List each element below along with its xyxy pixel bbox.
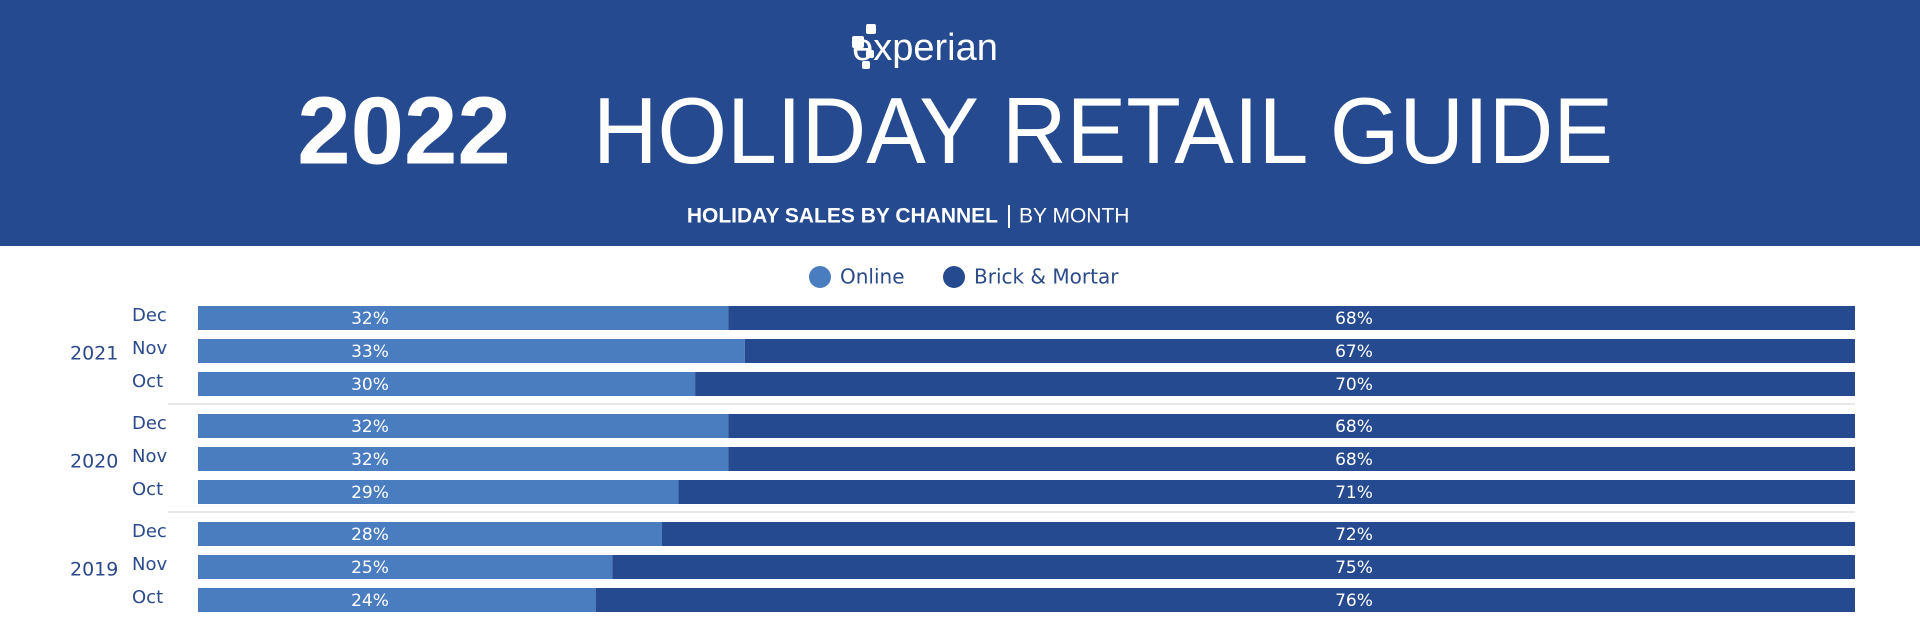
header-band [0,0,1920,246]
bar-segment [728,414,1855,438]
bar-segment [728,306,1855,330]
bar-segment [744,339,1855,363]
value-label: 32% [351,309,389,329]
category-label: Oct [132,587,163,608]
subtitle: HOLIDAY SALES BY CHANNEL [687,205,998,228]
group-label: 2019 [70,559,118,581]
category-label: Dec [132,521,167,542]
bar-segment [198,480,679,504]
bar-segment [695,372,1855,396]
value-label: 70% [1335,375,1373,395]
value-label: 68% [1335,450,1373,470]
value-label: 30% [351,375,389,395]
value-label: 68% [1335,417,1373,437]
category-label: Nov [132,446,167,467]
group-label: 2021 [70,343,118,365]
logo-dots [852,24,876,69]
logo: experian [852,27,998,69]
value-label: 32% [351,450,389,470]
value-label: 32% [351,417,389,437]
category-label: Dec [132,305,167,326]
bar-segment [678,480,1855,504]
bar-segment [198,339,745,363]
bar-segment [198,372,696,396]
subtitle-detail: BY MONTH [1019,205,1129,228]
value-label: 67% [1335,342,1373,362]
value-label: 68% [1335,309,1373,329]
bar-segment [595,588,1856,612]
bar-segment [198,414,729,438]
legend-label: Online [840,265,905,289]
category-label: Oct [132,371,163,392]
value-label: 25% [351,558,389,578]
legend-swatch [809,266,831,288]
bar-segment [198,522,662,546]
value-label: 76% [1335,591,1373,611]
title: HOLIDAY RETAIL GUIDE [593,78,1613,183]
value-label: 24% [351,591,389,611]
value-label: 72% [1335,525,1373,545]
value-label: 33% [351,342,389,362]
category-label: Oct [132,479,163,500]
bar-segment [728,447,1855,471]
bar-segment [198,447,729,471]
group-label: 2020 [70,451,118,473]
bar-segment [612,555,1855,579]
bar-segment [661,522,1856,546]
category-label: Nov [132,554,167,575]
legend-label: Brick & Mortar [974,265,1119,289]
legend-swatch [943,266,965,288]
bar-segment [198,306,729,330]
value-label: 28% [351,525,389,545]
year: 2022 [297,77,511,184]
value-label: 71% [1335,483,1373,503]
value-label: 29% [351,483,389,503]
bar-segment [198,588,596,612]
bar-segment [198,555,613,579]
category-label: Dec [132,413,167,434]
value-label: 75% [1335,558,1373,578]
category-label: Nov [132,338,167,359]
